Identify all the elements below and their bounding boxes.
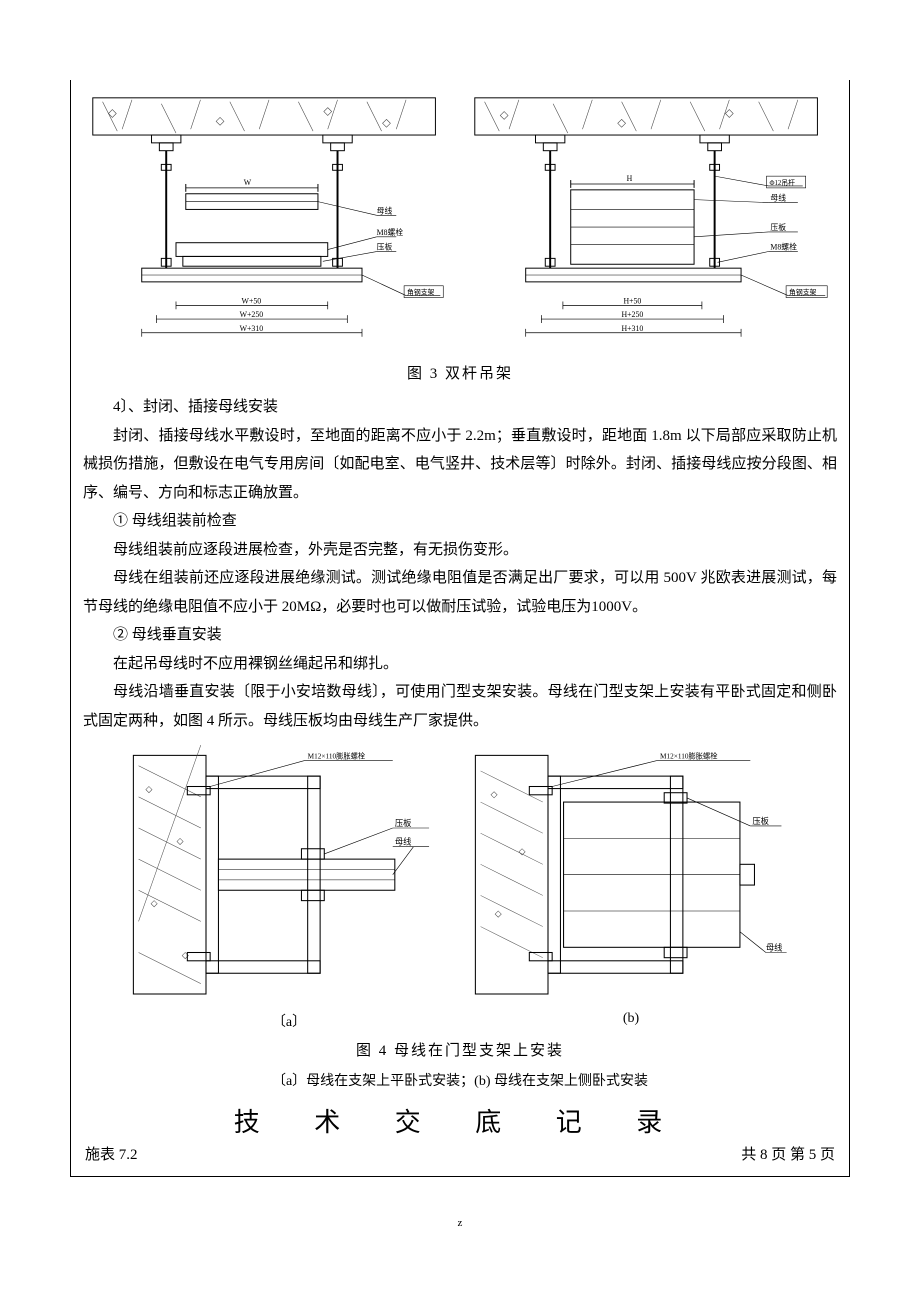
label-plate-l: 压板 xyxy=(377,242,393,252)
footer-row: 施表 7.2 共 8 页 第 5 页 xyxy=(83,1143,837,1164)
figure-3-row: W 母线 M8螺栓 xyxy=(83,90,837,354)
para-6: ② 母线垂直安装 xyxy=(83,621,837,650)
figure-4-subcaption: 〔a〕母线在支架上平卧式安装；(b) 母线在支架上侧卧式安装 xyxy=(83,1070,837,1090)
page-info: 共 8 页 第 5 页 xyxy=(741,1143,835,1164)
dim-w50: W+50 xyxy=(242,296,262,305)
page-footer-mark: z xyxy=(70,1217,850,1229)
para-5: 母线在组装前还应逐段进展绝缘测试。测试绝缘电阻值是否满足出厂要求，可以用 500… xyxy=(83,564,837,621)
dim-w250: W+250 xyxy=(240,310,264,319)
label-busbar-r: 母线 xyxy=(770,193,786,203)
figure-4-caption: 图 4 母线在门型支架上安装 xyxy=(83,1039,837,1060)
para-2: 封闭、插接母线水平敷设时，至地面的距离不应小于 2.2m；垂直敷设时，距地面 1… xyxy=(83,422,837,508)
label-plate-r: 压板 xyxy=(770,222,786,232)
content-box: W 母线 M8螺栓 xyxy=(70,80,850,1177)
label-expbolt-a: M12×110膨胀螺栓 xyxy=(308,752,366,761)
label-busbar-l: 母线 xyxy=(377,205,393,215)
para-1: 4〕、封闭、插接母线安装 xyxy=(83,393,837,422)
dim-h50: H+50 xyxy=(623,296,641,305)
record-title: 技 术 交 底 记 录 xyxy=(83,1102,837,1139)
label-plate-a: 压板 xyxy=(395,818,412,828)
dim-h310: H+310 xyxy=(621,324,643,333)
label-hanger: Φ12吊杆 xyxy=(769,178,795,187)
label-plate-b: 压板 xyxy=(752,816,769,826)
para-7: 在起吊母线时不应用裸钢丝绳起吊和绑扎。 xyxy=(83,650,837,679)
figure-4-row: M12×110膨胀螺栓 压板 母线 〔a〕 xyxy=(83,745,837,1030)
fig3-left-svg: W 母线 M8螺栓 xyxy=(83,90,455,354)
figure-3-caption: 图 3 双杆吊架 xyxy=(83,362,837,383)
form-number: 施表 7.2 xyxy=(85,1143,138,1164)
label-bolt-l: M8螺栓 xyxy=(377,227,404,237)
figure-4-a: M12×110膨胀螺栓 压板 母线 〔a〕 xyxy=(123,745,455,1030)
label-angle-r: 角钢支架 xyxy=(789,288,817,297)
figure-3-left: W 母线 M8螺栓 xyxy=(83,90,455,354)
dim-w: W xyxy=(244,178,252,187)
figure-4-b: M12×110膨胀螺栓 压板 母线 (b) xyxy=(465,745,797,1030)
para-4: 母线组装前应逐段进展检查，外壳是否完整，有无损伤变形。 xyxy=(83,536,837,565)
fig4-b-svg: M12×110膨胀螺栓 压板 母线 xyxy=(465,745,797,1004)
para-3: ① 母线组装前检查 xyxy=(83,507,837,536)
fig3-right-svg: H Φ12吊杆 母线 压板 xyxy=(465,90,837,354)
figure-3-right: H Φ12吊杆 母线 压板 xyxy=(465,90,837,354)
dim-h250: H+250 xyxy=(621,310,643,319)
dim-h: H xyxy=(627,174,633,183)
fig4-a-svg: M12×110膨胀螺栓 压板 母线 xyxy=(123,745,455,1004)
para-8: 母线沿墙垂直安装〔限于小安培数母线〕，可使用门型支架安装。母线在门型支架上安装有… xyxy=(83,678,837,735)
dim-w310: W+310 xyxy=(240,324,264,333)
label-expbolt-b: M12×110膨胀螺栓 xyxy=(660,752,718,761)
fig4-label-a: 〔a〕 xyxy=(123,1011,455,1031)
label-bolt-r: M8螺栓 xyxy=(770,242,797,252)
fig4-label-b: (b) xyxy=(465,1011,797,1027)
page-wrapper: W 母线 M8螺栓 xyxy=(0,0,920,1259)
label-angle-l: 角钢支架 xyxy=(407,288,435,297)
label-busbar-b: 母线 xyxy=(766,943,783,953)
label-busbar-a: 母线 xyxy=(395,837,412,847)
